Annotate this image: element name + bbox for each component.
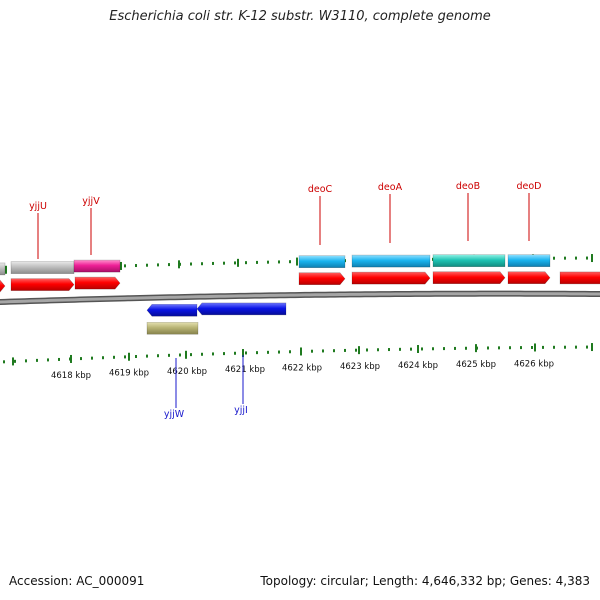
gene-feature bbox=[0, 262, 6, 276]
gene-feature bbox=[73, 259, 121, 273]
genome-backbone-highlight bbox=[0, 292, 600, 304]
cds-feature bbox=[0, 279, 6, 293]
scale-label: 4624 kbp bbox=[398, 361, 438, 371]
scale-label: 4621 kbp bbox=[225, 365, 265, 375]
gene-label: deoB bbox=[456, 181, 480, 192]
scale-label: 4619 kbp bbox=[109, 369, 149, 379]
accession-label: Accession: AC_000091 bbox=[9, 574, 145, 588]
gene-feature bbox=[351, 254, 431, 268]
scale-label: 4622 kbp bbox=[282, 363, 322, 373]
gene-feature bbox=[298, 255, 346, 269]
gene-label: yjjV bbox=[82, 196, 100, 207]
gene-feature bbox=[146, 321, 199, 335]
cds-feature bbox=[559, 271, 600, 285]
cds-feature bbox=[507, 271, 551, 284]
map-title: Escherichia coli str. K-12 substr. W3110… bbox=[109, 9, 491, 24]
cds-feature bbox=[298, 272, 346, 286]
cds-feature bbox=[432, 271, 506, 284]
gene-label: deoA bbox=[378, 182, 403, 193]
cds-feature bbox=[74, 276, 121, 290]
gene-label: deoD bbox=[516, 181, 541, 192]
scale-label: 4625 kbp bbox=[456, 360, 496, 370]
cds-feature bbox=[10, 278, 75, 291]
gene-feature bbox=[10, 261, 75, 274]
cds-feature bbox=[351, 271, 431, 285]
scale-label: 4618 kbp bbox=[51, 371, 91, 381]
gene-label: yjjU bbox=[29, 201, 47, 212]
gene-feature bbox=[146, 303, 198, 317]
gene-feature bbox=[432, 254, 506, 267]
genome-stats-label: Topology: circular; Length: 4,646,332 bp… bbox=[260, 574, 590, 588]
gene-feature bbox=[507, 254, 551, 267]
gene-feature bbox=[196, 302, 287, 316]
scale-label: 4623 kbp bbox=[340, 362, 380, 372]
gene-label: yjjW bbox=[164, 409, 185, 420]
scale-label: 4626 kbp bbox=[514, 359, 554, 369]
scale-label: 4620 kbp bbox=[167, 367, 207, 377]
gene-label: yjjI bbox=[234, 405, 248, 416]
gene-label: deoC bbox=[308, 184, 333, 195]
